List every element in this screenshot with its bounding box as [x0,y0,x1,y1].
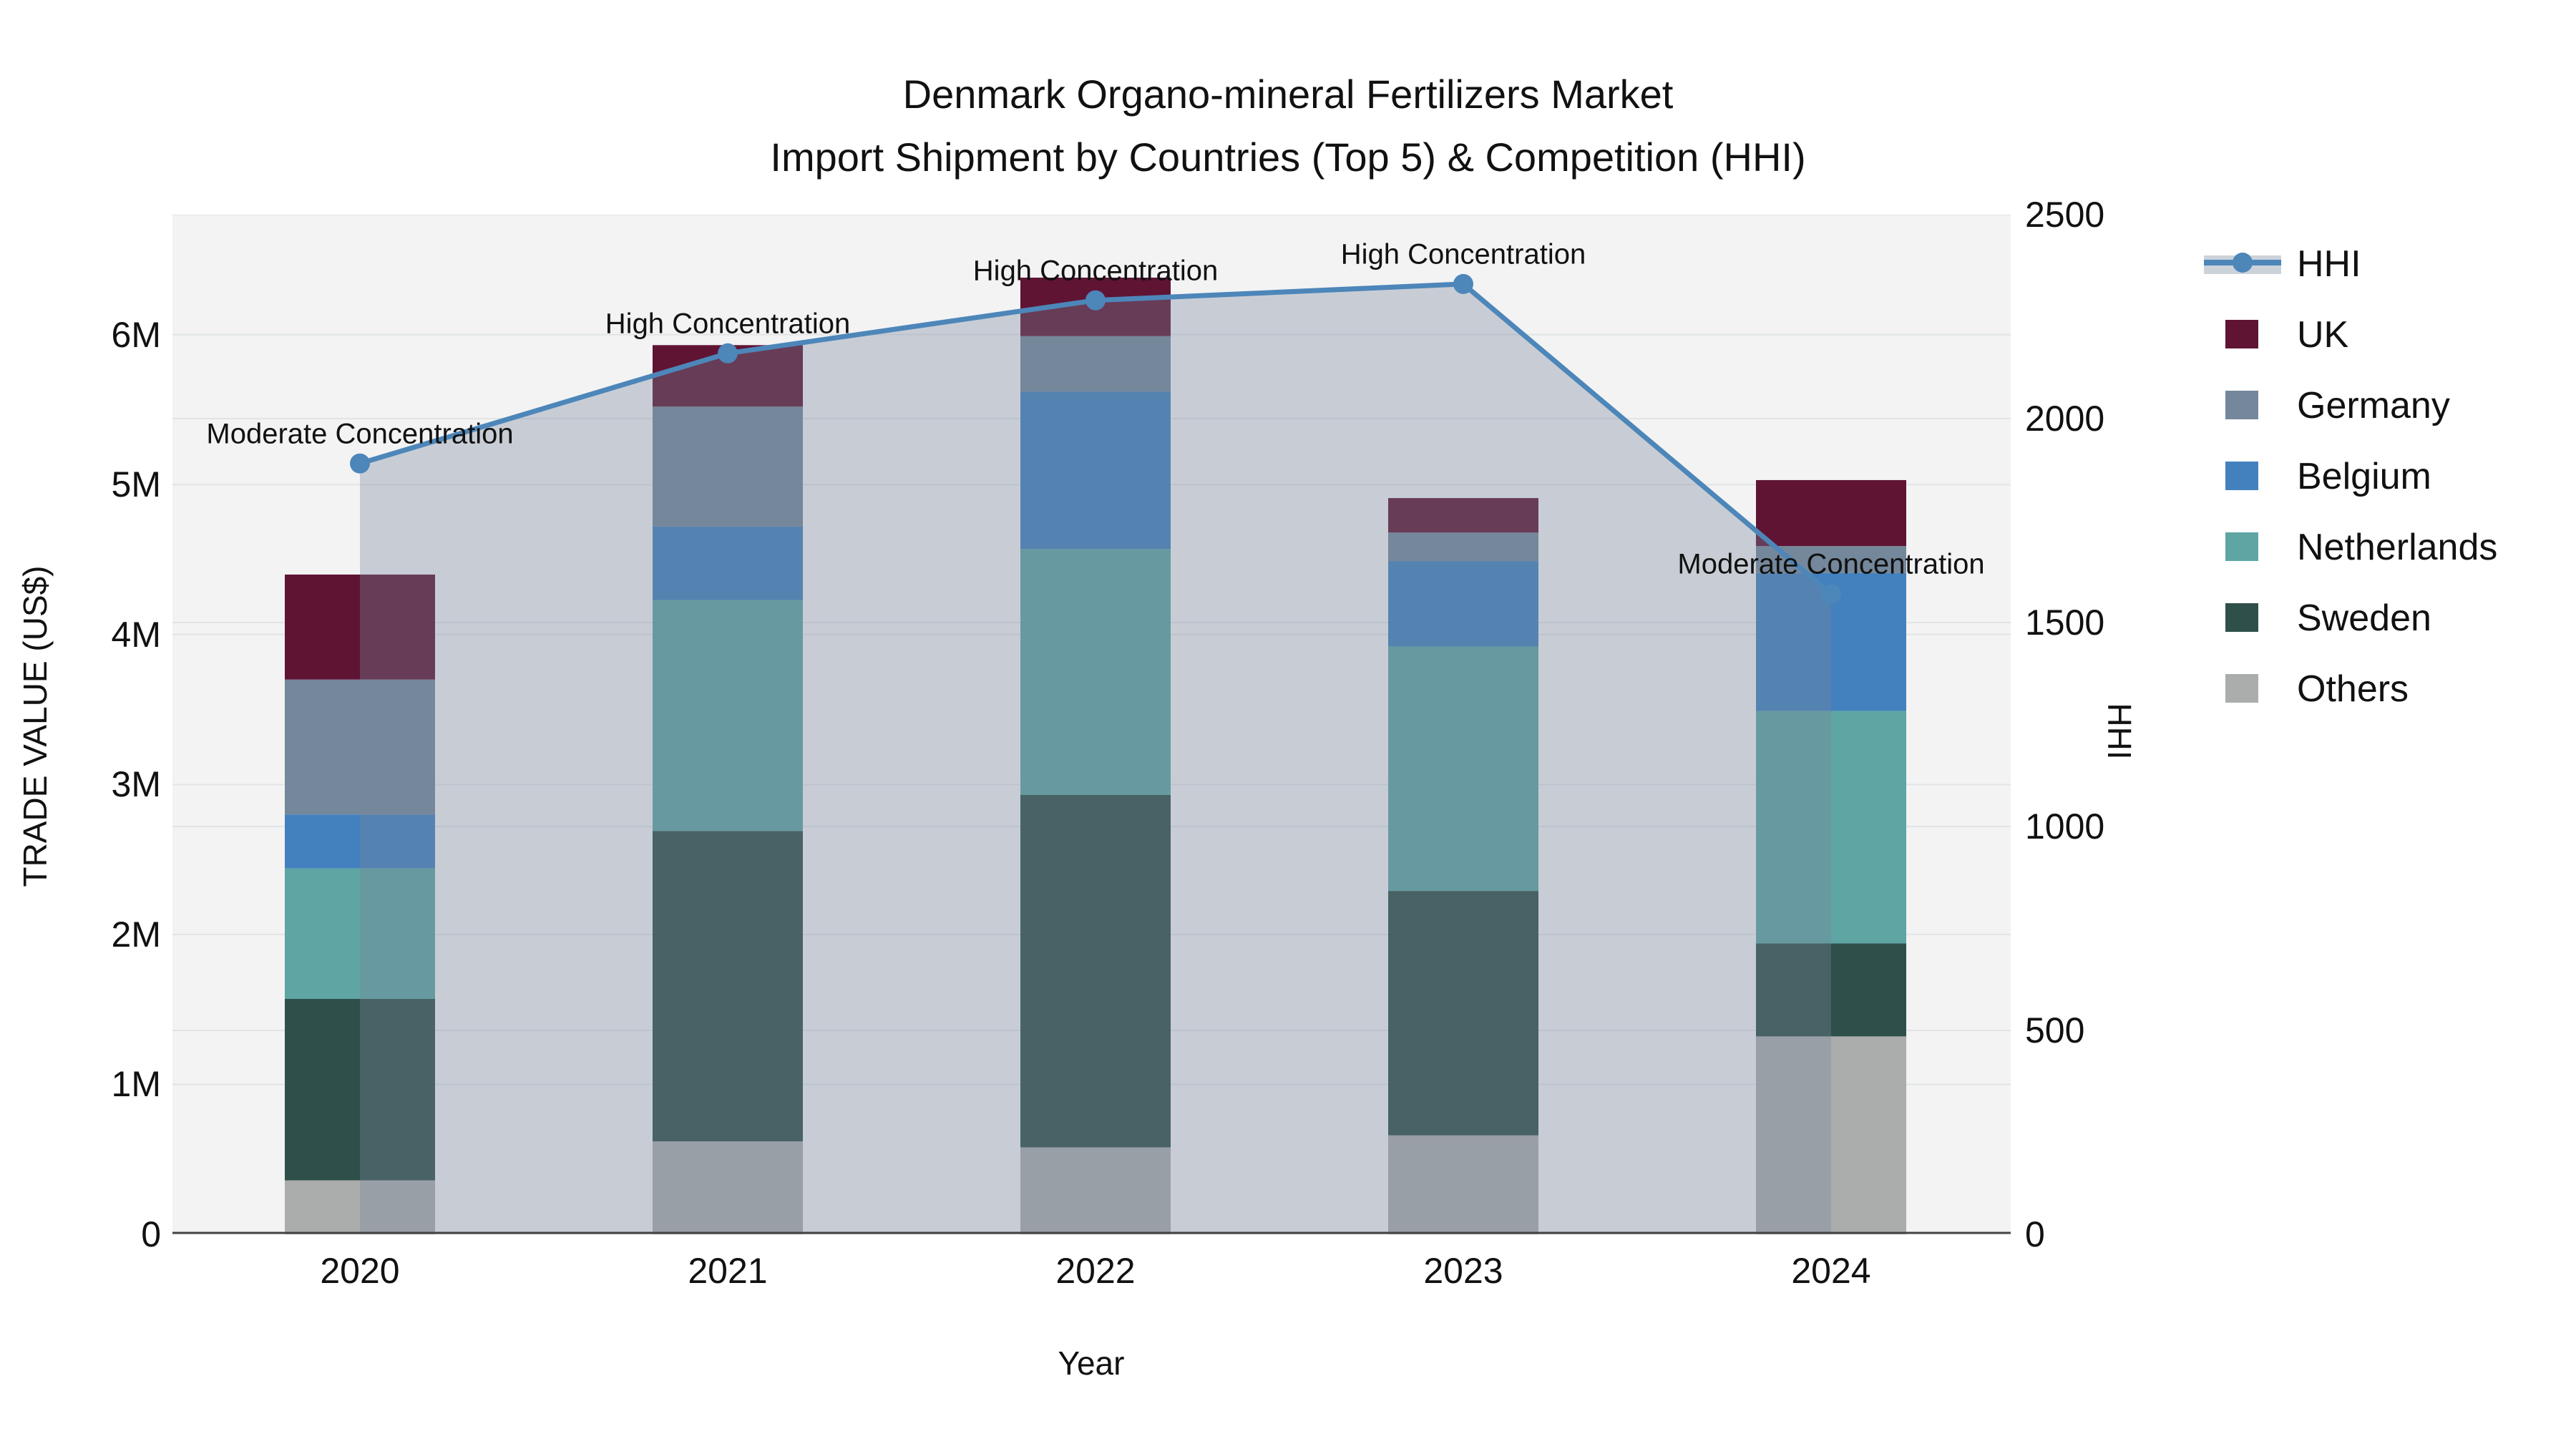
y-right-tick: 1000 [2025,806,2105,847]
annotation: High Concentration [972,255,1219,287]
bar-2023-netherlands[interactable] [1388,646,1538,892]
legend-color-swatch [2225,674,2258,703]
y-left-tick: 5M [111,464,161,505]
chart-title-line2: Import Shipment by Countries (Top 5) & C… [770,135,1806,180]
bar-2024-uk[interactable] [1756,479,1906,547]
bar-2021-others[interactable] [653,1141,803,1234]
bar-2021-belgium[interactable] [653,526,803,600]
x-tick: 2021 [688,1251,768,1291]
bar-2023-germany[interactable] [1388,532,1538,562]
sweden-swatch-icon [2204,582,2290,653]
legend-color-swatch [2225,391,2258,419]
legend-item-uk[interactable]: UK [2204,299,2348,370]
legend-item-germany[interactable]: Germany [2204,370,2450,441]
bar-2023-others[interactable] [1388,1135,1538,1234]
legend-color-swatch [2225,320,2258,348]
bar-2021-sweden[interactable] [653,831,803,1142]
y-right-tick: 0 [2025,1214,2045,1254]
bar-2021-germany[interactable] [653,406,803,527]
bar-2020-uk[interactable] [285,574,435,680]
bar-2020-sweden[interactable] [285,998,435,1181]
hhi-marker-2020[interactable] [350,453,370,474]
y-axis-title-left: TRADE VALUE (US$) [16,565,54,887]
legend-label: Belgium [2297,455,2431,497]
legend-item-belgium[interactable]: Belgium [2204,441,2431,512]
bar-2022-sweden[interactable] [1020,794,1171,1148]
plot-area[interactable] [172,215,2011,1234]
y-right-tick: 2000 [2025,399,2105,439]
y-left-tick: 6M [111,314,161,355]
y-left-tick: 4M [111,614,161,655]
bar-2024-others[interactable] [1756,1036,1906,1234]
legend-item-sweden[interactable]: Sweden [2204,582,2431,653]
legend-color-swatch [2225,462,2258,490]
hhi-area-fill [360,283,1831,1234]
legend-label: Others [2297,668,2409,710]
annotation: Moderate Concentration [206,418,514,450]
x-tick: 2022 [1055,1251,1136,1291]
hhi-marker-2024[interactable] [1821,584,1841,605]
legend-color-swatch [2225,603,2258,632]
bar-2023-sweden[interactable] [1388,891,1538,1136]
bar-2020-netherlands[interactable] [285,868,435,999]
y-right-tick: 500 [2025,1010,2085,1050]
y-left-tick: 1M [111,1064,161,1105]
hhi-marker-2022[interactable] [1085,290,1106,311]
others-swatch-icon [2204,653,2290,724]
bar-2022-others[interactable] [1020,1147,1171,1234]
bar-2020-others[interactable] [285,1180,435,1234]
legend-label: UK [2297,313,2349,356]
bar-2024-netherlands[interactable] [1756,711,1906,944]
bar-2022-netherlands[interactable] [1020,549,1171,795]
uk-swatch-icon [2204,299,2290,370]
bar-2021-netherlands[interactable] [653,600,803,831]
legend-item-hhi[interactable]: HHI [2204,228,2361,299]
belgium-swatch-icon [2204,441,2290,512]
y-left-tick: 0 [141,1214,161,1254]
hhi-line-icon [2204,228,2290,299]
y-left-tick: 2M [111,914,161,955]
chart-title-line1: Denmark Organo-mineral Fertilizers Marke… [902,72,1674,117]
chart-title: Denmark Organo-mineral Fertilizers Marke… [0,63,2576,189]
bar-2020-belgium[interactable] [285,814,435,869]
annotation: High Concentration [1340,238,1586,270]
bar-2022-germany[interactable] [1020,336,1171,392]
x-axis-title: Year [1058,1345,1125,1382]
netherlands-swatch-icon [2204,512,2290,582]
bar-2020-germany[interactable] [285,679,435,815]
legend-item-others[interactable]: Others [2204,653,2409,724]
x-tick: 2024 [1791,1251,1871,1291]
legend-color-swatch [2225,532,2258,561]
y-right-tick: 1500 [2025,602,2105,643]
legend-label: Sweden [2297,597,2431,639]
annotation: Moderate Concentration [1677,548,1985,580]
hhi-marker-2023[interactable] [1453,273,1473,294]
bar-2023-uk[interactable] [1388,498,1538,533]
annotation: High Concentration [605,308,851,340]
hhi-marker-sample [2233,253,2253,273]
y-left-tick: 3M [111,764,161,805]
legend-item-netherlands[interactable]: Netherlands [2204,512,2497,582]
germany-swatch-icon [2204,370,2290,441]
bar-2023-belgium[interactable] [1388,561,1538,647]
bar-2024-sweden[interactable] [1756,943,1906,1037]
x-tick: 2023 [1423,1251,1503,1291]
hhi-marker-2021[interactable] [718,343,738,364]
x-tick: 2020 [320,1251,400,1291]
bar-2022-belgium[interactable] [1020,391,1171,550]
chart-canvas [172,215,2011,1234]
legend-label: Germany [2297,384,2450,426]
legend-label: Netherlands [2297,526,2498,568]
y-right-tick: 2500 [2025,195,2105,235]
legend-label: HHI [2297,243,2361,285]
